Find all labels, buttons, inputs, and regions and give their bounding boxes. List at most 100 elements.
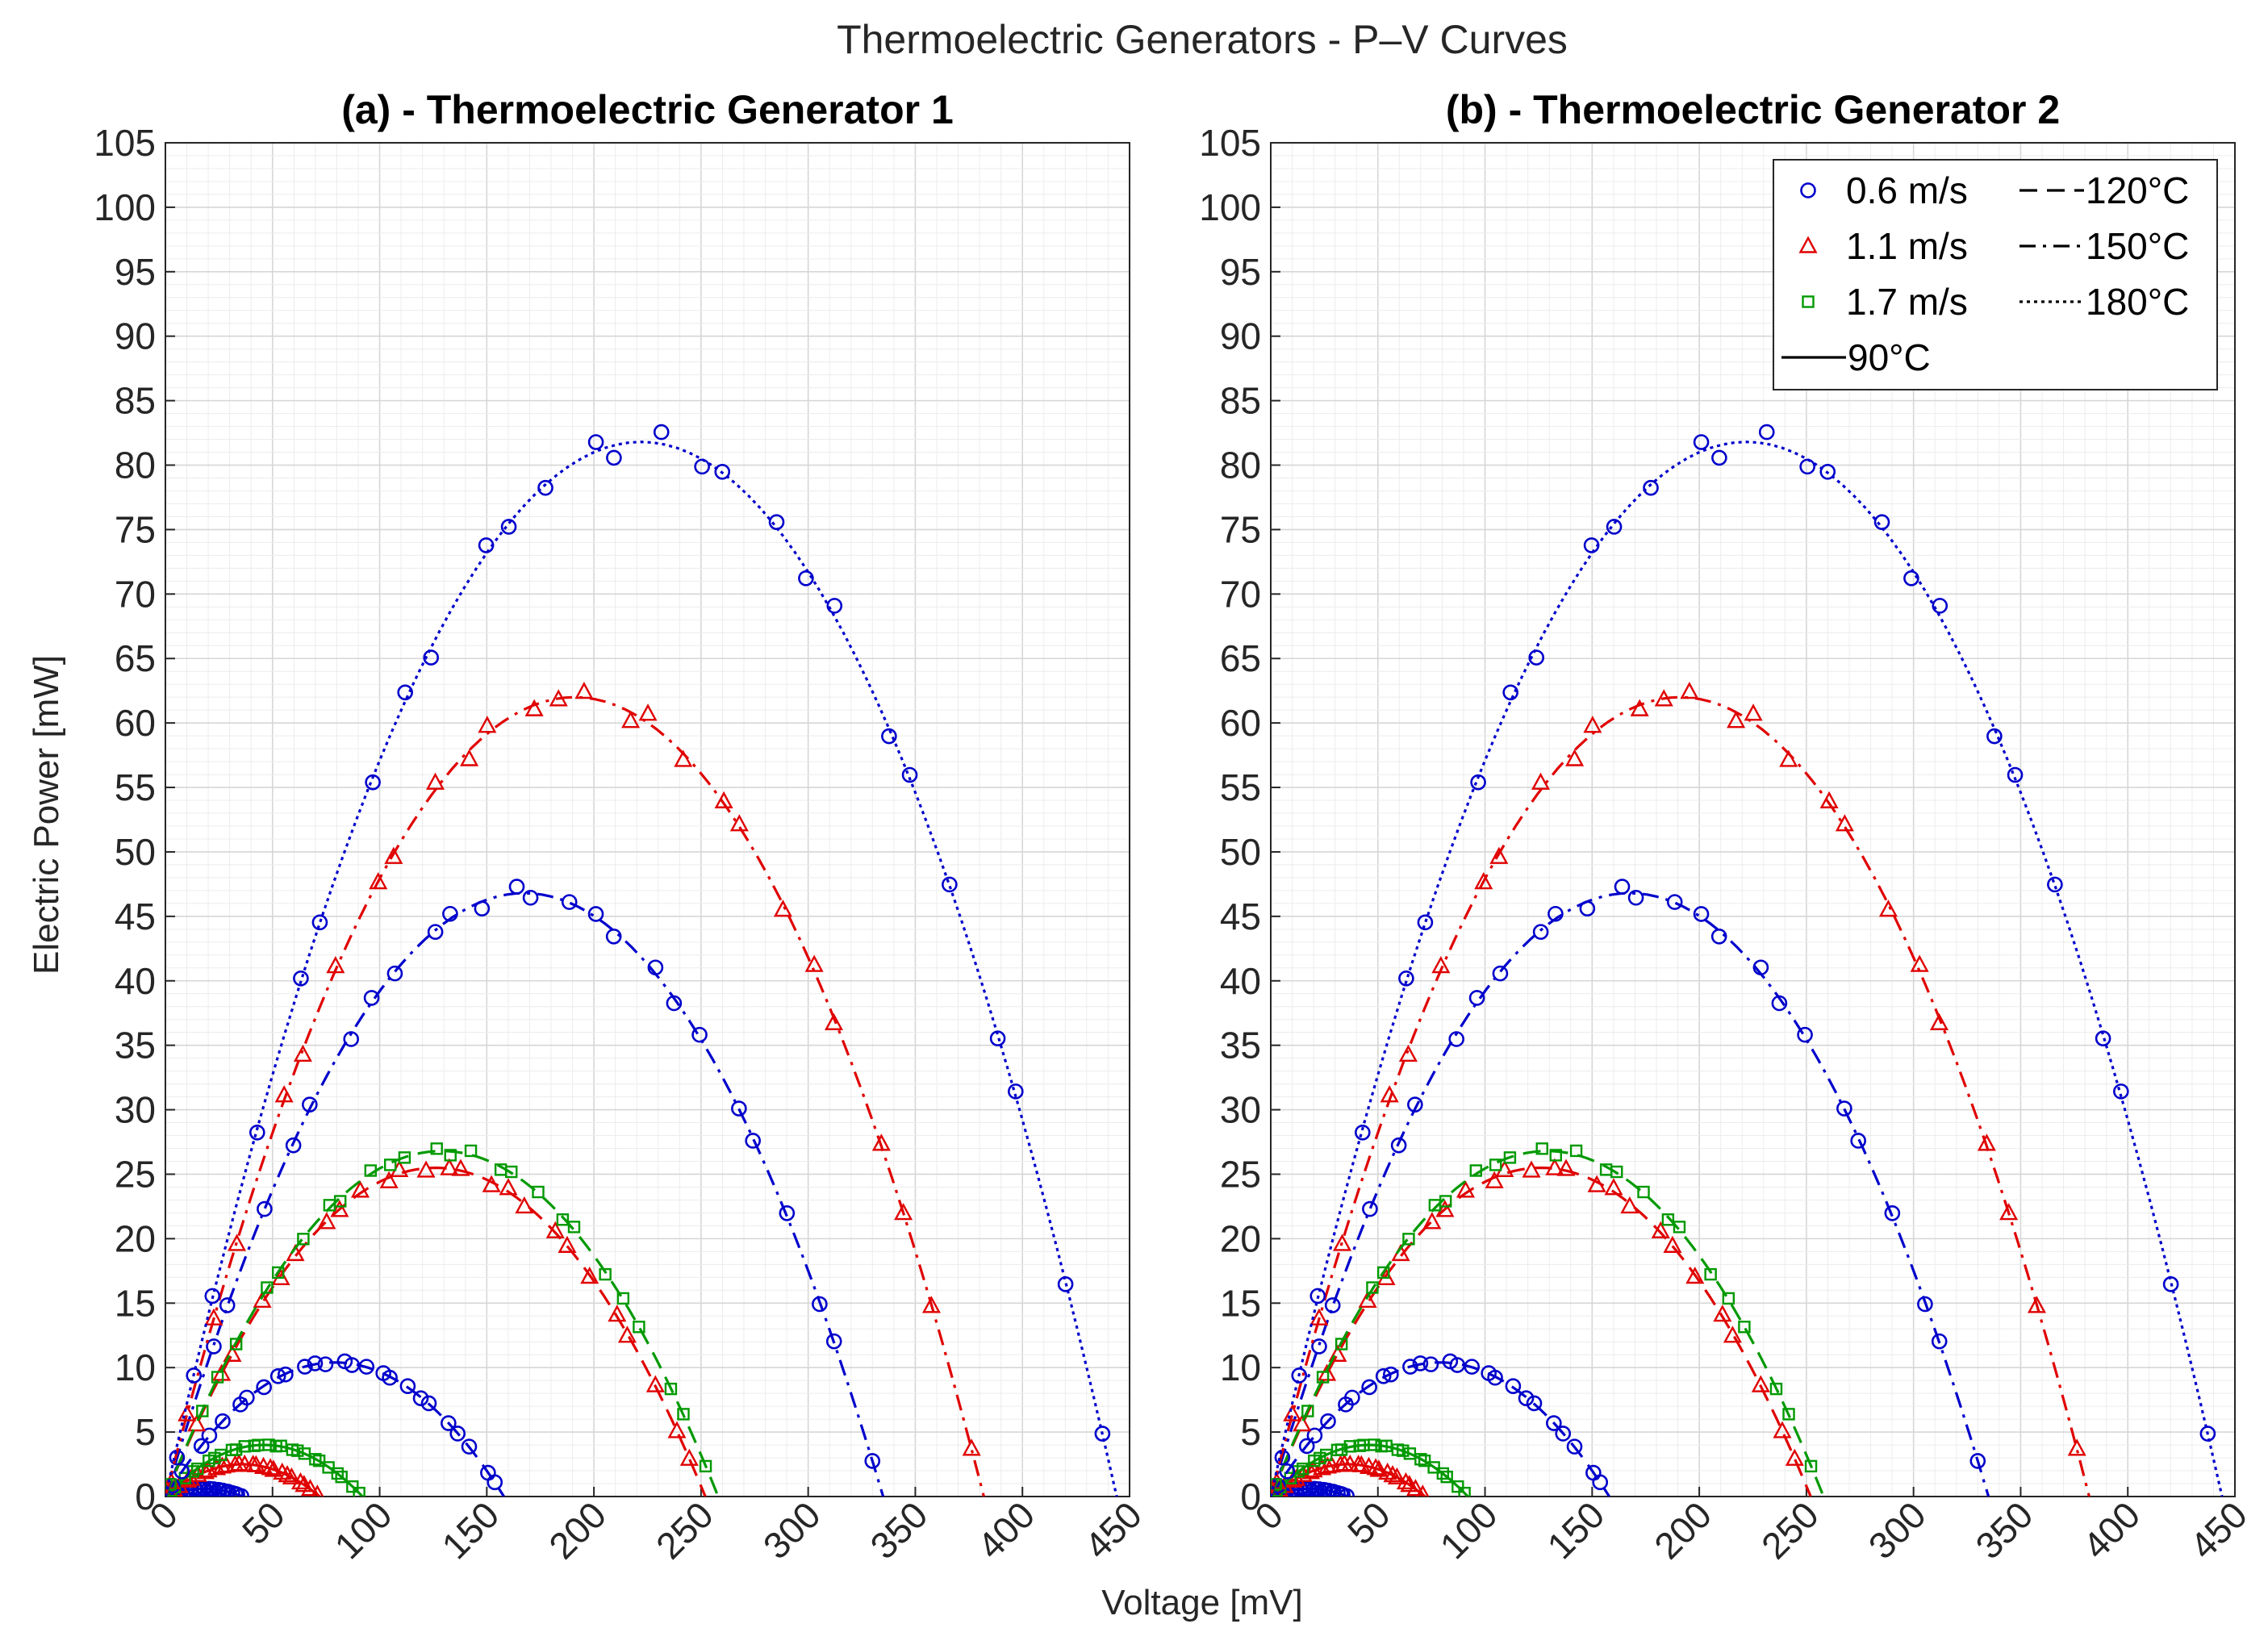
data-point bbox=[779, 1204, 796, 1221]
data-point bbox=[1548, 905, 1564, 922]
y-tick-label: 15 bbox=[1220, 1282, 1261, 1324]
data-point bbox=[537, 479, 553, 496]
data-point bbox=[1769, 1382, 1783, 1396]
y-tick-label: 80 bbox=[1220, 445, 1261, 486]
fit-curve bbox=[1271, 1150, 1825, 1497]
data-point bbox=[1710, 928, 1727, 945]
data-point bbox=[224, 1484, 240, 1497]
data-point bbox=[599, 1267, 612, 1281]
data-point bbox=[1398, 971, 1414, 987]
data-point bbox=[1685, 1266, 1705, 1284]
data-point bbox=[1532, 924, 1549, 940]
data-point bbox=[1361, 1379, 1377, 1396]
data-point bbox=[1630, 699, 1649, 716]
data-point bbox=[714, 791, 733, 808]
data-point bbox=[664, 1382, 678, 1396]
data-point bbox=[1376, 1266, 1390, 1280]
data-point bbox=[894, 1203, 913, 1221]
data-point bbox=[346, 1480, 359, 1493]
series-1.7-120 bbox=[165, 1142, 720, 1497]
data-point bbox=[617, 1325, 637, 1343]
data-point bbox=[195, 1462, 215, 1480]
y-tick-label: 30 bbox=[115, 1089, 156, 1131]
data-point bbox=[343, 1031, 359, 1047]
data-point bbox=[291, 1444, 304, 1457]
data-point bbox=[1531, 772, 1551, 790]
data-point bbox=[824, 1012, 844, 1030]
data-point bbox=[1397, 1444, 1410, 1457]
y-tick-label: 60 bbox=[115, 702, 156, 744]
data-point bbox=[228, 1234, 247, 1251]
data-point bbox=[691, 1026, 708, 1043]
data-point bbox=[1651, 1221, 1670, 1238]
data-point bbox=[1566, 1438, 1583, 1455]
data-point bbox=[1309, 1308, 1329, 1325]
data-point bbox=[561, 894, 578, 910]
data-point bbox=[1418, 1454, 1431, 1467]
data-point bbox=[1431, 956, 1451, 974]
legend: 0.6 m/s 1.1 m/s 1.7 m/s 120°C 150°C 180°C 90°C bbox=[1773, 159, 2218, 390]
data-point bbox=[1654, 689, 1673, 707]
data-point bbox=[1306, 1427, 1323, 1444]
data-point bbox=[1773, 1421, 1792, 1438]
data-point bbox=[989, 1030, 1006, 1047]
y-tick-label: 35 bbox=[1220, 1025, 1261, 1067]
data-point bbox=[384, 846, 403, 864]
data-point bbox=[645, 1375, 665, 1392]
data-point bbox=[311, 1484, 324, 1497]
data-point bbox=[317, 1212, 336, 1229]
data-point bbox=[208, 1451, 221, 1465]
data-point bbox=[1366, 1281, 1379, 1294]
data-point bbox=[1503, 1151, 1517, 1164]
data-point bbox=[1301, 1405, 1314, 1417]
data-point bbox=[871, 1133, 891, 1151]
data-point bbox=[1456, 1180, 1476, 1198]
data-point bbox=[558, 1235, 577, 1253]
fit-curve bbox=[165, 1361, 505, 1497]
data-point bbox=[1610, 1165, 1623, 1179]
data-point bbox=[1330, 1484, 1346, 1497]
data-point bbox=[440, 1158, 459, 1175]
data-point bbox=[499, 1178, 518, 1196]
y-tick-label: 25 bbox=[115, 1153, 156, 1195]
data-point bbox=[297, 1233, 310, 1246]
data-point bbox=[1469, 1164, 1483, 1177]
data-point bbox=[206, 1338, 222, 1355]
data-point bbox=[1390, 1137, 1407, 1154]
data-point bbox=[587, 434, 604, 450]
data-point bbox=[1369, 1459, 1389, 1477]
data-point bbox=[1366, 1458, 1385, 1476]
data-point bbox=[300, 1479, 320, 1497]
legend-label: 1.7 m/s bbox=[1846, 281, 1968, 323]
data-point bbox=[165, 1478, 177, 1491]
series-1.7-90 bbox=[165, 1438, 365, 1497]
chart-panel-a: 0 5 10 15 20 25 30 35 40 45 50 55 60 65 70 75 80 85 90 95 10… bbox=[94, 87, 1150, 1567]
data-point bbox=[1526, 1395, 1543, 1412]
data-point bbox=[633, 1321, 645, 1334]
data-point bbox=[768, 514, 785, 530]
data-point bbox=[257, 1200, 273, 1217]
data-point bbox=[1422, 1356, 1439, 1372]
data-point bbox=[731, 1100, 747, 1117]
data-point bbox=[412, 1390, 429, 1407]
y-tick-label: 35 bbox=[115, 1025, 156, 1067]
data-point bbox=[812, 1296, 828, 1313]
data-point bbox=[608, 1305, 627, 1322]
y-tick-label: 100 bbox=[1199, 186, 1261, 228]
data-point bbox=[2027, 1296, 2046, 1313]
y-tick-label: 85 bbox=[1220, 380, 1261, 422]
data-point bbox=[1368, 1438, 1380, 1451]
data-point bbox=[1311, 1338, 1327, 1355]
data-point bbox=[1643, 479, 1659, 496]
data-point bbox=[1884, 1204, 1901, 1221]
data-point bbox=[605, 928, 622, 945]
data-point bbox=[229, 1486, 245, 1497]
data-point bbox=[666, 995, 683, 1012]
data-point bbox=[249, 1124, 265, 1141]
data-point bbox=[1931, 1333, 1948, 1350]
legend-label: 0.6 m/s bbox=[1846, 169, 1968, 211]
data-point bbox=[312, 1454, 326, 1467]
data-point bbox=[1440, 1470, 1453, 1484]
fit-curve bbox=[165, 1150, 720, 1497]
data-point bbox=[2047, 876, 2063, 893]
